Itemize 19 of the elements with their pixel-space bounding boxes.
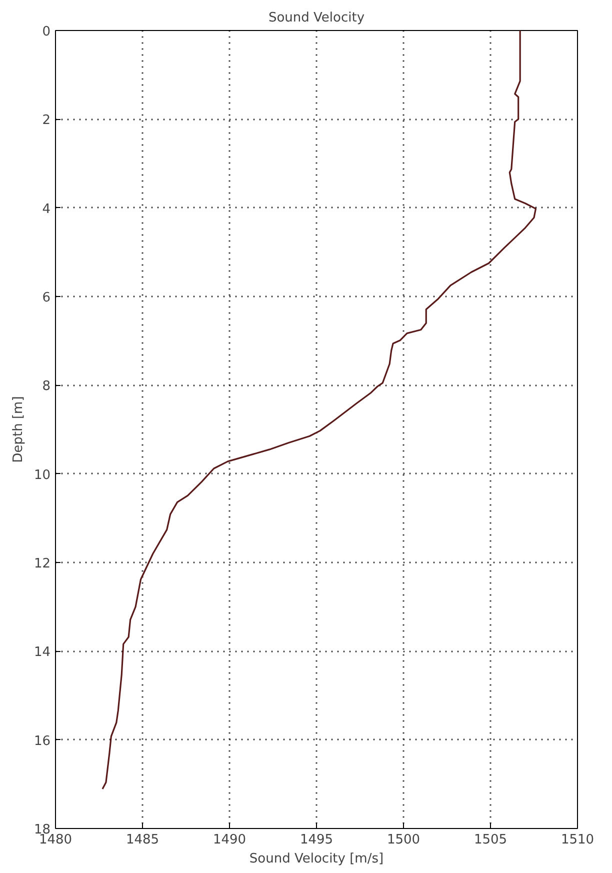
x-tick-label: 1505: [474, 832, 508, 848]
chart-title: Sound Velocity: [268, 10, 365, 26]
line-series: [102, 30, 537, 790]
x-tick-label: 1500: [386, 832, 420, 848]
y-tick-label: 10: [34, 468, 51, 483]
y-tick-label: 6: [42, 290, 51, 306]
y-axis-title: Depth [m]: [10, 396, 26, 463]
y-tick-label: 8: [42, 379, 51, 394]
x-tick-label: 1495: [300, 832, 334, 848]
y-tick-label: 12: [34, 556, 51, 572]
x-tick-label: 1490: [212, 832, 246, 848]
y-tick-label: 0: [42, 24, 51, 40]
x-axis-title: Sound Velocity [m/s]: [249, 852, 384, 866]
x-tick-label: 1485: [126, 832, 160, 848]
y-tick-label: 2: [42, 113, 51, 128]
x-tick-label: 1510: [560, 832, 594, 848]
y-tick-label: 4: [42, 202, 51, 217]
y-tick-label: 14: [34, 645, 51, 660]
y-tick-label: 16: [34, 734, 51, 749]
